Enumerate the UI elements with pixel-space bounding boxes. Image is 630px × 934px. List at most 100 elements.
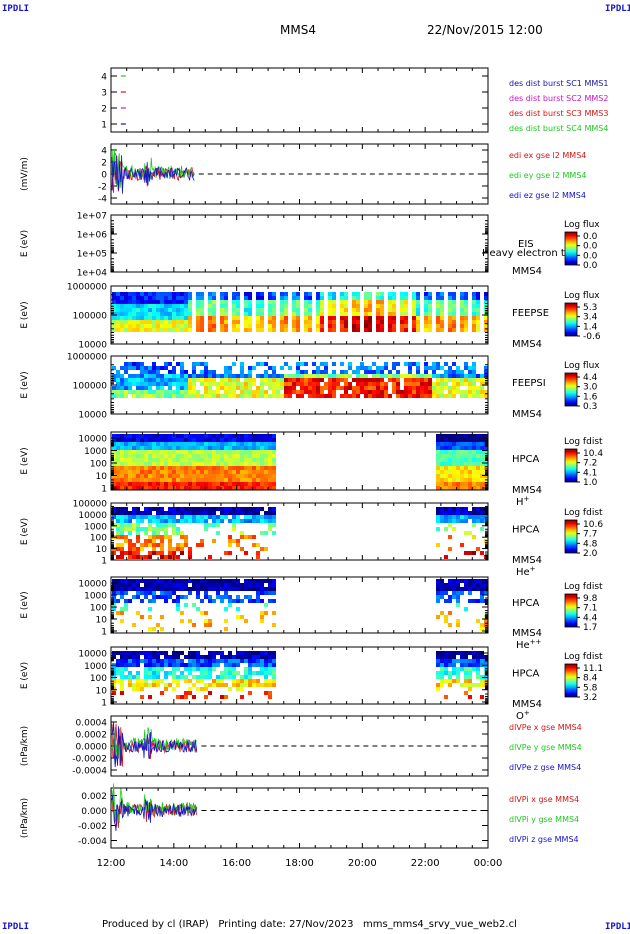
y-axis-label: (nPa/km) bbox=[20, 726, 30, 766]
colorbar-tick-label: 7.7 bbox=[583, 530, 597, 540]
spacecraft-label-eis: MMS4 bbox=[512, 266, 542, 277]
y-tick-label: 0.000 bbox=[81, 807, 107, 817]
divpe-series-3 bbox=[111, 722, 198, 768]
corner-label-top-left: IPDLI bbox=[2, 4, 30, 14]
x-tick-label: 16:00 bbox=[222, 858, 251, 869]
colorbar-feeps_i bbox=[564, 372, 578, 407]
y-tick-label: 2 bbox=[101, 105, 107, 115]
colorbar-tick-label: 2.0 bbox=[583, 549, 598, 559]
spacecraft-label-hpca_he1: MMS4 bbox=[512, 555, 542, 566]
y-tick-label: -0.004 bbox=[78, 837, 107, 847]
y-tick-label: 1000 bbox=[84, 447, 107, 457]
footer-credits: Produced by cl (IRAP) Printing date: 27/… bbox=[102, 919, 517, 930]
y-tick-label: 0.0000 bbox=[76, 743, 108, 753]
y-tick-label: 10 bbox=[96, 616, 108, 626]
y-tick-label: 2 bbox=[101, 159, 107, 169]
colorbar-tick-label: 4.1 bbox=[583, 468, 597, 478]
legend-edi-3: edi ez gse l2 MMS4 bbox=[509, 191, 586, 200]
colorbar-tick-label: 1.7 bbox=[583, 623, 597, 633]
y-tick-label: 4 bbox=[101, 147, 107, 157]
colorbar-title-feeps_e: Log flux bbox=[564, 291, 600, 301]
legend-divpi-1: dlVPi x gse MMS4 bbox=[509, 795, 579, 804]
eis-overlap-text: Heavy electron to bbox=[482, 248, 571, 259]
spacecraft-label-feeps_e: MMS4 bbox=[512, 339, 542, 350]
y-tick-label: 10000 bbox=[78, 580, 107, 590]
instrument-label-feeps_i: FEEPSI bbox=[512, 378, 546, 389]
colorbar-feeps_e bbox=[564, 302, 578, 337]
y-tick-label: 10000 bbox=[78, 650, 107, 660]
y-tick-label: -0.002 bbox=[78, 822, 107, 832]
y-axis-label: E (eV) bbox=[20, 447, 30, 474]
instrument-label-hpca_h: HPCA bbox=[512, 454, 540, 465]
spacecraft-label-hpca_o: MMS4 bbox=[512, 699, 542, 710]
x-tick-label: 20:00 bbox=[348, 858, 377, 869]
y-axis-label: E (eV) bbox=[20, 591, 30, 618]
y-tick-label: 10 bbox=[96, 472, 108, 482]
colorbar-hpca_o bbox=[564, 663, 578, 698]
instrument-label-hpca_o: HPCA bbox=[512, 669, 540, 680]
colorbar-tick-label: 0.0 bbox=[583, 232, 598, 242]
y-axis-label: (mV/m) bbox=[20, 157, 30, 191]
species-label-hpca_he2: He++ bbox=[516, 638, 542, 651]
colorbar-tick-label: 4.4 bbox=[583, 613, 598, 623]
instrument-label-feeps_e: FEEPSE bbox=[512, 308, 549, 319]
y-tick-label: 10000 bbox=[78, 511, 107, 521]
colorbar-eis bbox=[564, 231, 578, 266]
spectrogram-hpca_he2 bbox=[112, 579, 488, 631]
spectrogram-hpca_h bbox=[112, 434, 488, 490]
colorbar-hpca_h bbox=[564, 448, 578, 483]
colorbar-tick-label: 1.0 bbox=[583, 478, 598, 488]
colorbar-hpca_he1 bbox=[564, 519, 578, 554]
y-tick-label: 1 bbox=[101, 121, 107, 131]
colorbar-tick-label: 3.2 bbox=[583, 693, 597, 703]
y-axis-label: E (eV) bbox=[20, 301, 30, 328]
colorbar-tick-label: 1.6 bbox=[583, 392, 598, 402]
y-tick-label: 1000 bbox=[84, 592, 107, 602]
y-tick-label: -0.0002 bbox=[72, 755, 107, 765]
colorbar-title-hpca_he1: Log fdist bbox=[564, 508, 603, 518]
y-tick-label: 1000 bbox=[84, 522, 107, 532]
spectrogram-hpca_he1 bbox=[112, 507, 488, 559]
colorbar-tick-label: 0.0 bbox=[583, 242, 598, 252]
species-label-hpca_o: O+ bbox=[516, 709, 530, 722]
corner-label-bottom-right: IPDLI bbox=[605, 922, 630, 932]
panel-frame-divpi bbox=[110, 787, 489, 849]
colorbar-tick-label: 9.8 bbox=[583, 594, 598, 604]
y-tick-label: 0.0004 bbox=[76, 719, 108, 729]
x-tick-label: 12:00 bbox=[97, 858, 126, 869]
divpe-series-2 bbox=[111, 727, 198, 762]
spectrogram-hpca_o bbox=[112, 651, 488, 699]
colorbar-tick-label: 5.8 bbox=[583, 683, 598, 693]
y-axis-label: E (eV) bbox=[20, 518, 30, 545]
y-tick-label: 1 bbox=[101, 485, 107, 495]
colorbar-tick-label: 7.1 bbox=[583, 604, 597, 614]
legend-burst-3: des dist burst SC3 MMS3 bbox=[509, 109, 608, 118]
instrument-label-hpca_he1: HPCA bbox=[512, 525, 540, 536]
colorbar-tick-label: 10.6 bbox=[583, 520, 603, 530]
colorbar-tick-label: 0.3 bbox=[583, 402, 597, 412]
colorbar-title-eis: Log flux bbox=[564, 220, 600, 230]
y-tick-label: 1e+04 bbox=[77, 269, 108, 279]
colorbar-tick-label: 3.4 bbox=[583, 313, 598, 323]
y-tick-label: 100 bbox=[90, 534, 107, 544]
legend-divpe-2: dlVPe y gse MMS4 bbox=[509, 743, 582, 752]
colorbar-tick-label: 8.4 bbox=[583, 674, 598, 684]
species-label-hpca_he1: He+ bbox=[516, 565, 536, 578]
legend-edi-2: edi ey gse l2 MMS4 bbox=[509, 171, 587, 180]
y-tick-label: 1e+07 bbox=[77, 212, 107, 222]
x-tick-label: 14:00 bbox=[159, 858, 188, 869]
y-tick-label: 1e+06 bbox=[77, 231, 108, 241]
y-axis-label: E (eV) bbox=[20, 662, 30, 689]
y-tick-label: 1e+05 bbox=[77, 250, 107, 260]
edi-series-3 bbox=[111, 155, 195, 194]
species-label-hpca_h: H+ bbox=[516, 495, 530, 508]
colorbar-tick-label: 10.4 bbox=[583, 449, 603, 459]
legend-divpi-3: dlVPi z gse MMS4 bbox=[509, 835, 579, 844]
spectrogram-feeps_e bbox=[112, 292, 488, 332]
legend-edi-1: edi ex gse l2 MMS4 bbox=[509, 151, 586, 160]
colorbar-tick-label: 3.0 bbox=[583, 383, 598, 393]
colorbar-title-feeps_i: Log flux bbox=[564, 361, 600, 371]
y-axis-label: E (eV) bbox=[20, 371, 30, 398]
colorbar-tick-label: 5.3 bbox=[583, 303, 597, 313]
